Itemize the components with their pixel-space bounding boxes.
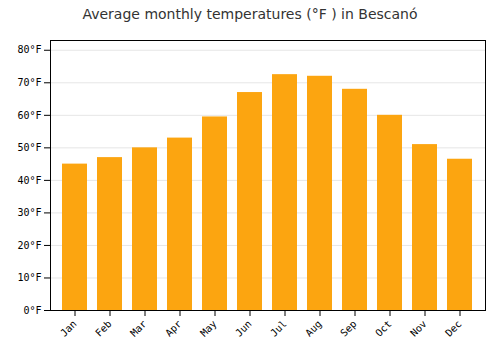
svg-text:Apr: Apr bbox=[163, 318, 184, 339]
svg-text:Sep: Sep bbox=[338, 318, 359, 339]
svg-text:50°F: 50°F bbox=[17, 142, 41, 153]
svg-text:0°F: 0°F bbox=[23, 305, 41, 316]
svg-text:Jul: Jul bbox=[268, 318, 289, 339]
html-text:Average monthly temperatures (: Average monthly temperatures (°F ) in Be… bbox=[82, 6, 418, 22]
svg-text:Dec: Dec bbox=[443, 318, 464, 339]
svg-text:Aug: Aug bbox=[303, 318, 324, 339]
svg-text:Jun: Jun bbox=[233, 318, 254, 339]
svg-text:60°F: 60°F bbox=[17, 110, 41, 121]
svg-text:Oct: Oct bbox=[373, 318, 394, 339]
svg-text:30°F: 30°F bbox=[17, 207, 41, 218]
svg-text:Mar: Mar bbox=[128, 318, 149, 339]
svg-text:Jan: Jan bbox=[58, 318, 79, 339]
svg-text:20°F: 20°F bbox=[17, 240, 41, 251]
svg-text:70°F: 70°F bbox=[17, 77, 41, 88]
svg-text:40°F: 40°F bbox=[17, 175, 41, 186]
svg-text:80°F: 80°F bbox=[17, 44, 41, 55]
svg-text:Feb: Feb bbox=[93, 318, 114, 339]
svg-text:May: May bbox=[198, 318, 219, 339]
svg-text:10°F: 10°F bbox=[17, 272, 41, 283]
svg-text:Nov: Nov bbox=[408, 318, 429, 339]
